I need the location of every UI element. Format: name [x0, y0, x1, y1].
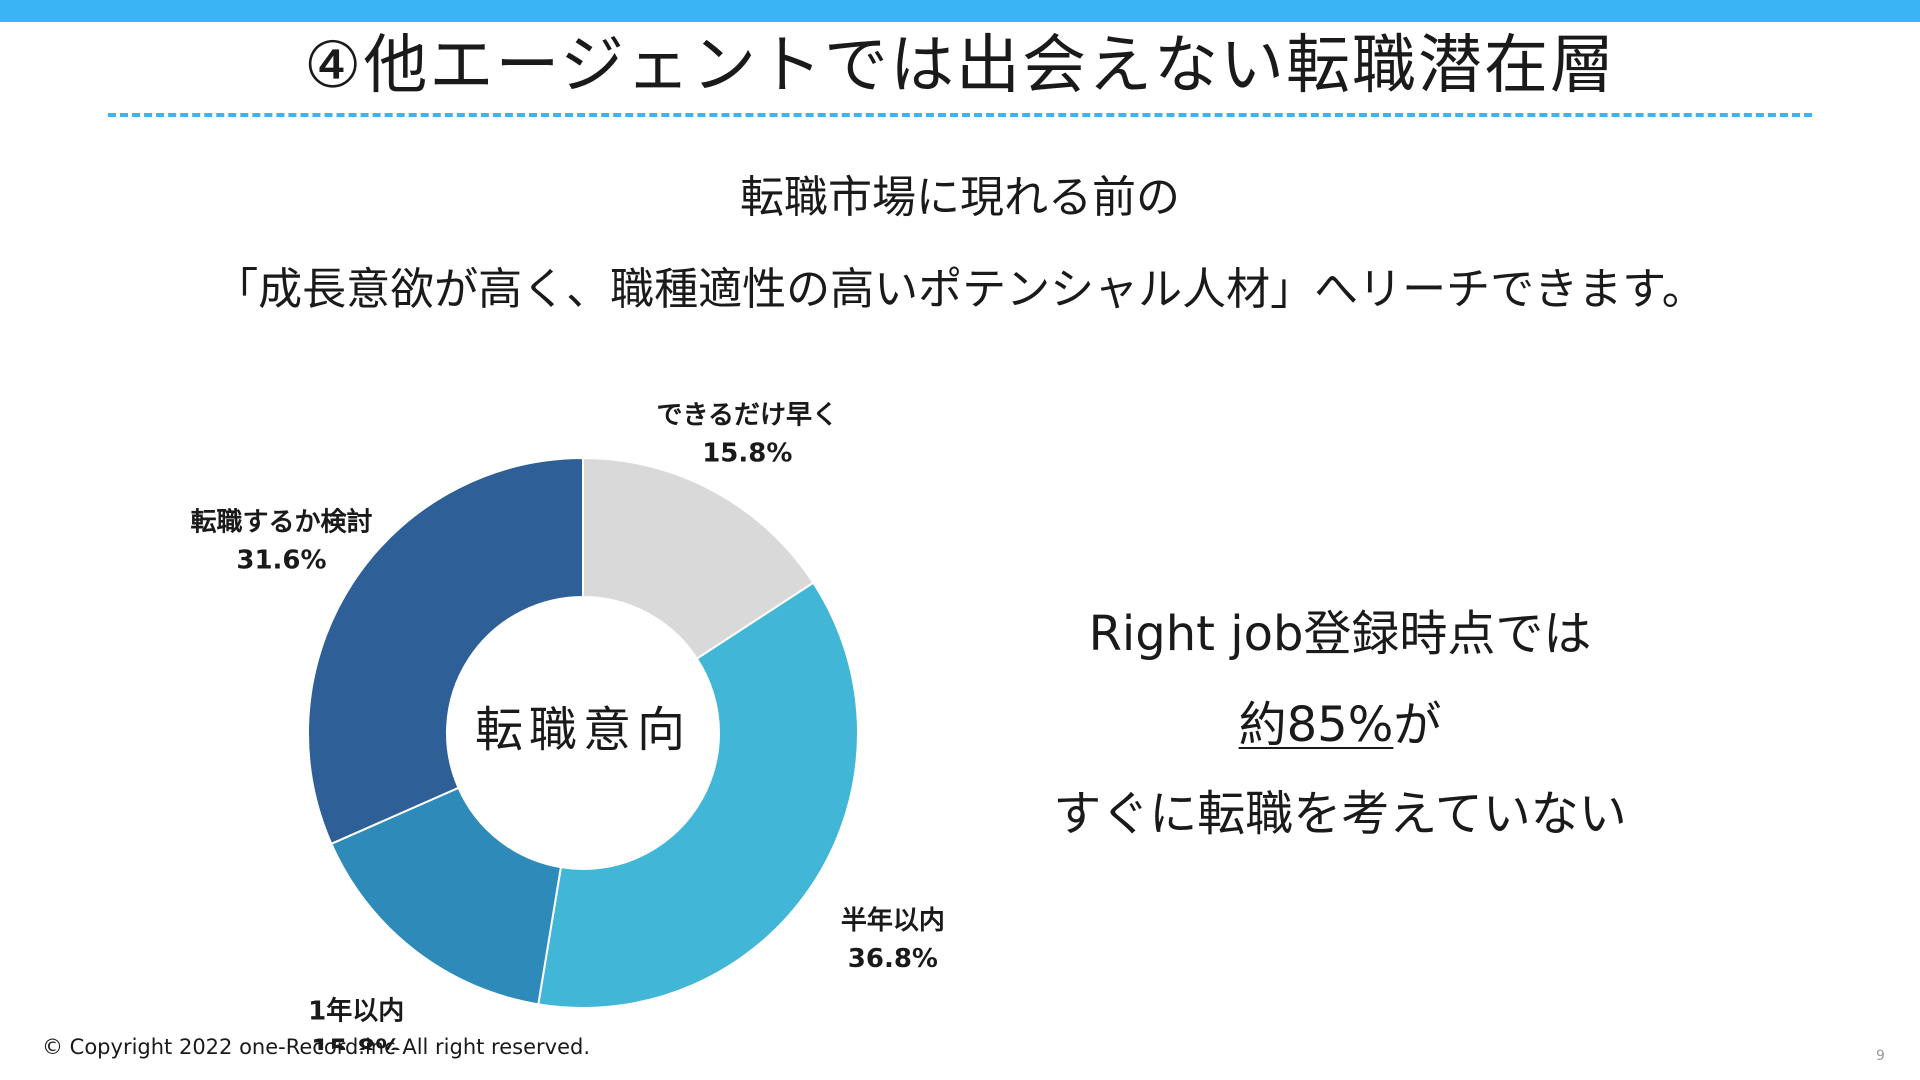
slice-label-4: 転職するか検討 [190, 506, 372, 537]
slice-label-2: 半年以内 [841, 905, 945, 936]
donut-chart: できるだけ早く 15.8% 半年以内 36.8% 1年以内 15.8% 転職するか検討 31.… [190, 401, 944, 1050]
callout-line-2-suffix: が [1393, 697, 1442, 753]
slice-label-3: 1年以内 [308, 995, 404, 1026]
slice-value-label-3: 15.8% [311, 1034, 401, 1050]
slice-label-1: できるだけ早く [657, 401, 838, 431]
title-dashed-divider [108, 113, 1812, 117]
top-accent-bar [0, 0, 1920, 22]
page-number: 9 [1876, 1048, 1885, 1064]
donut-slice-3 [329, 786, 563, 1006]
slice-value-label-1: 15.8% [702, 439, 792, 469]
copyright-notice: © Copyright 2022 one-Record.inc All righ… [42, 1035, 590, 1059]
callout-line-1: Right job登録時点では [1088, 606, 1592, 662]
donut-slice-1 [582, 456, 815, 661]
donut-slices [307, 456, 859, 1009]
donut-center-label: 転職意向 [475, 702, 691, 758]
slide-title: ④他エージェントでは出会えない転職潜在層 [303, 29, 1617, 103]
callout-highlight: 約85% [1238, 697, 1394, 753]
callout-line-3: すぐに転職を考えていない [1053, 786, 1627, 842]
lead-text-line-1: 転職市場に現れる前の [740, 172, 1180, 223]
donut-slice-2 [537, 581, 859, 1009]
donut-labels: できるだけ早く 15.8% 半年以内 36.8% 1年以内 15.8% 転職するか検討 31.… [190, 401, 944, 1050]
callout-line-2: 約85%が [980, 693, 1700, 757]
slice-value-label-2: 36.8% [848, 944, 938, 974]
slice-value-label-4: 31.6% [236, 545, 326, 575]
donut-slice-4 [307, 456, 584, 846]
lead-text-line-2: 「成長意欲が高く、職種適性の高いポテンシャル人材」へリーチできます。 [214, 264, 1706, 315]
